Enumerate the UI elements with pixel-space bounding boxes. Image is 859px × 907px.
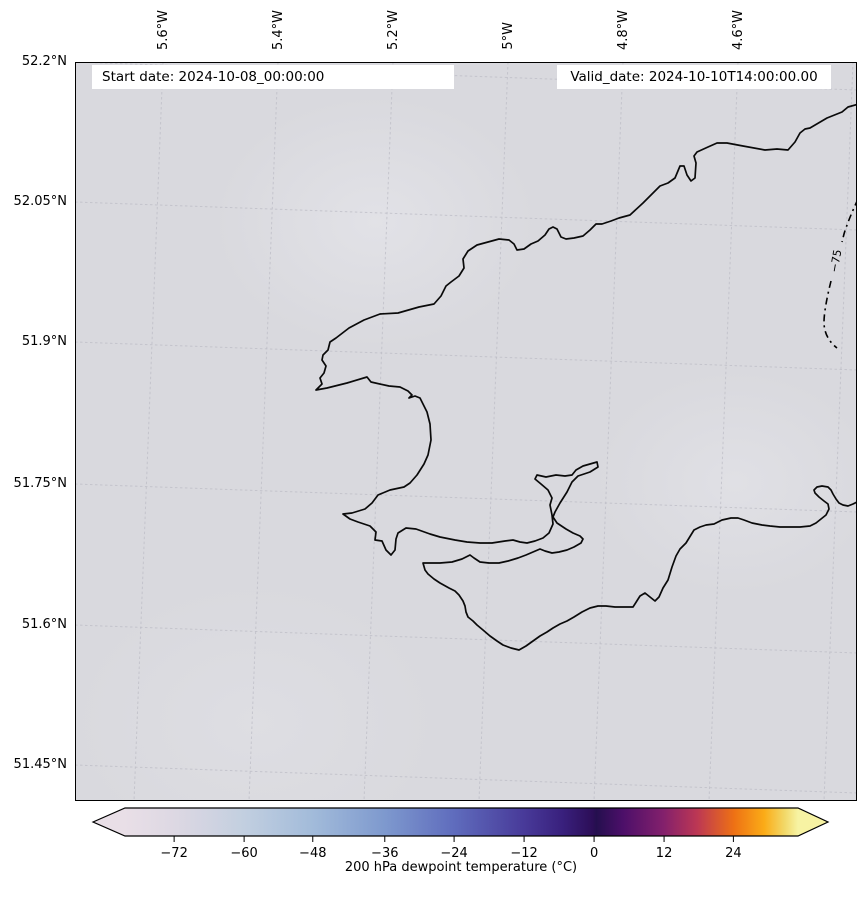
colorbar-caption: 200 hPa dewpoint temperature (°C)	[344, 860, 578, 875]
colorbar-ticks: −72 −60 −48 −36 −24 −12 0 12 24	[160, 836, 742, 861]
coastline	[315, 103, 857, 651]
colorbar-bar	[91, 807, 830, 837]
contour-line-upper	[841, 199, 857, 243]
gridline-meridian	[363, 62, 394, 801]
map-canvas: −75	[75, 62, 857, 801]
lat-tick-label: 51.9°N	[21, 334, 67, 349]
lon-tick-label: 4.6°W	[730, 9, 746, 50]
colorbar-tick-label: 12	[656, 846, 673, 861]
contour-label: −75	[827, 247, 845, 275]
gridline-parallel	[75, 764, 857, 794]
colorbar-tick-label: 24	[725, 846, 742, 861]
contour-line-lower	[823, 280, 838, 349]
lat-tick-label: 51.6°N	[21, 617, 67, 632]
colorbar: −72 −60 −48 −36 −24 −12 0 12 24	[91, 807, 830, 861]
gridline-meridian	[708, 62, 739, 801]
gridline-parallel	[75, 483, 857, 513]
lon-tick-label: 5°W	[500, 22, 516, 50]
lon-tick-label: 5.4°W	[270, 9, 286, 50]
lat-tick-label: 51.75°N	[13, 476, 67, 491]
lat-tick-label: 52.05°N	[13, 194, 67, 209]
graticule-gridlines	[75, 62, 857, 801]
gridline-parallel	[75, 201, 857, 231]
colorbar-tick-label: −12	[510, 846, 537, 861]
colorbar-tick-label: −72	[160, 846, 187, 861]
start-date-label: Start date: 2024-10-08_00:00:00	[92, 65, 454, 89]
gridline-parallel	[75, 341, 857, 371]
lat-tick-label: 52.2°N	[21, 54, 67, 69]
lon-tick-label: 5.6°W	[155, 9, 171, 50]
colorbar-tick-label: −24	[440, 846, 467, 861]
contour-label-text: −75	[828, 248, 845, 273]
lon-tick-label: 5.2°W	[385, 9, 401, 50]
lon-tick-label: 4.8°W	[615, 9, 631, 50]
contour-layer: −75	[823, 199, 857, 349]
lat-tick-label: 51.45°N	[13, 757, 67, 772]
colorbar-tick-label: −48	[299, 846, 326, 861]
gridline-meridian	[478, 62, 509, 801]
valid-date-label: Valid_date: 2024-10-10T14:00:00.00	[557, 65, 831, 89]
colorbar-tick-label: 0	[590, 846, 598, 861]
gridline-parallel	[75, 624, 857, 654]
gridline-meridian	[593, 62, 624, 801]
gridline-meridian	[248, 62, 279, 801]
gridline-meridian	[133, 62, 164, 801]
colorbar-tick-label: −36	[371, 846, 398, 861]
map-plot-area: −75 Start date: 2024-10-08_00:00:00 Vali…	[75, 62, 857, 801]
colorbar-tick-label: −60	[230, 846, 257, 861]
contour-label-bg	[827, 247, 845, 275]
gridline-meridian	[823, 62, 854, 801]
